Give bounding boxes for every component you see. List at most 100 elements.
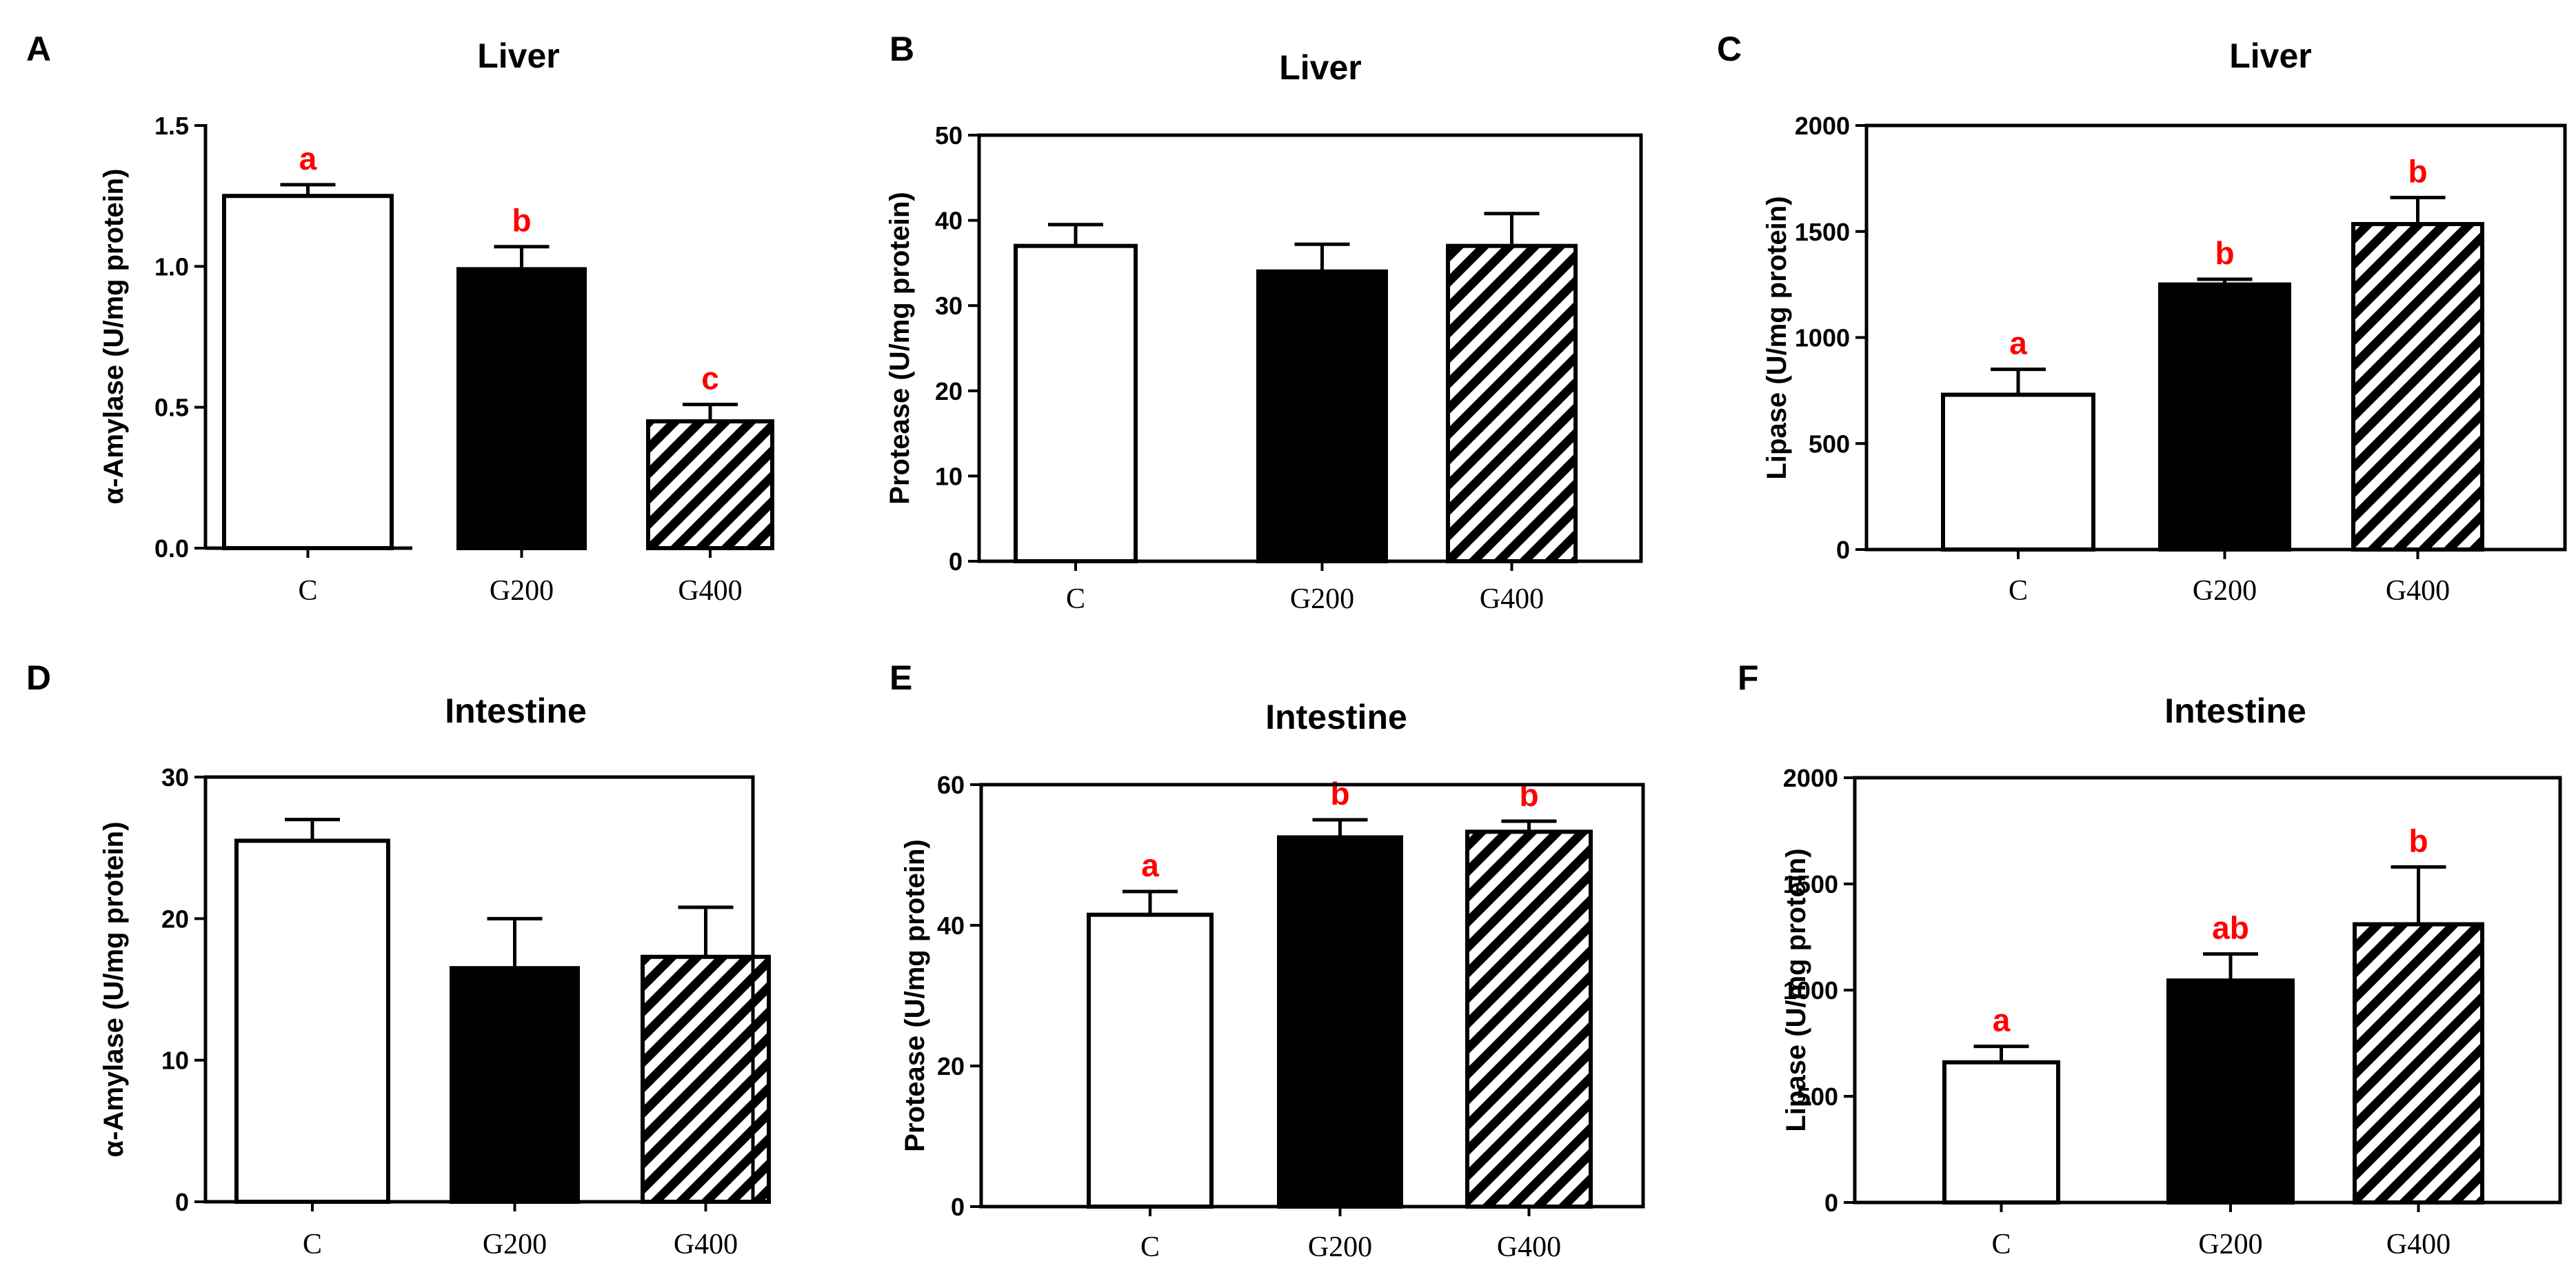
bar-g400 — [1446, 243, 1578, 563]
y-tick-label: 1500 — [1795, 218, 1850, 246]
x-tick-label: G400 — [1497, 1231, 1561, 1263]
bar-g400 — [641, 954, 771, 1204]
x-tick-label: G200 — [1290, 583, 1354, 615]
y-tick-label: 0 — [949, 547, 963, 576]
significance-letter: a — [1141, 847, 1159, 883]
y-tick-label: 2000 — [1795, 112, 1850, 140]
bar-c — [1942, 1060, 2060, 1205]
significance-letter: b — [2215, 235, 2234, 271]
panel-title: Liver — [477, 37, 560, 75]
panel-title: Intestine — [445, 692, 587, 730]
plot-frame — [977, 133, 1643, 563]
x-tick-label: G400 — [2386, 575, 2450, 607]
x-tick-label: G200 — [2193, 575, 2257, 607]
x-tick-label: C — [1991, 1229, 2011, 1260]
panel-title: Intestine — [2164, 692, 2306, 730]
y-tick-label: 30 — [161, 763, 189, 792]
y-tick-label: 0 — [951, 1193, 965, 1221]
x-tick-label: C — [298, 575, 317, 607]
y-tick-label: 30 — [935, 292, 963, 320]
bar-g200 — [2158, 282, 2291, 552]
x-tick-label: C — [1140, 1231, 1160, 1263]
panel-letter: D — [26, 658, 51, 697]
significance-letter: b — [512, 203, 531, 239]
y-tick-label: 0 — [1824, 1189, 1838, 1217]
y-axis-label: Protease (U/mg protein) — [885, 192, 915, 504]
bar-g400 — [2353, 922, 2484, 1205]
panel-b: B Liver Protease (U/mg protein) C G200 G400 0 1… — [885, 30, 1643, 615]
y-tick-label: 1.5 — [154, 112, 189, 140]
x-tick-label: G200 — [1308, 1231, 1372, 1263]
significance-letter: b — [2408, 823, 2428, 858]
x-tick-label: C — [2009, 575, 2028, 607]
bar-g400 — [2351, 221, 2484, 552]
panel-title: Intestine — [1265, 698, 1407, 736]
panel-a: A Liver α-Amylase (U/mg protein) a Cb G200 c G4… — [26, 30, 774, 607]
significance-letter: a — [299, 141, 317, 177]
panel-letter: E — [889, 658, 912, 697]
bar-g200 — [456, 267, 587, 550]
panel-title: Liver — [1279, 48, 1362, 87]
y-axis-label: Lipase (U/mg protein) — [1762, 196, 1792, 479]
x-tick-label: G200 — [483, 1229, 547, 1260]
bar-c — [222, 194, 394, 550]
x-tick-label: C — [1066, 583, 1085, 615]
y-tick-label: 50 — [935, 121, 963, 150]
y-tick-label: 500 — [1797, 1082, 1838, 1111]
y-tick-label: 40 — [937, 912, 965, 940]
y-tick-label: 2000 — [1783, 764, 1838, 792]
x-tick-label: G400 — [2386, 1229, 2451, 1260]
y-axis-label: α-Amylase (U/mg protein) — [99, 822, 129, 1158]
y-tick-label: 1.0 — [154, 252, 189, 281]
panel-letter: C — [1717, 30, 1742, 68]
x-tick-label: G400 — [674, 1229, 738, 1260]
significance-letter: ab — [2212, 910, 2249, 946]
y-tick-label: 500 — [1809, 430, 1850, 458]
bar-g400 — [1465, 829, 1593, 1209]
y-tick-label: 0 — [1836, 536, 1850, 564]
x-tick-label: G400 — [1480, 583, 1544, 615]
plot-frame — [979, 783, 1645, 1209]
y-tick-label: 0 — [175, 1188, 189, 1216]
panel-letter: A — [26, 30, 51, 68]
bar-g200 — [2166, 978, 2295, 1205]
x-tick-label: C — [303, 1229, 322, 1260]
x-tick-label: G400 — [678, 575, 742, 607]
plot-frame — [203, 775, 755, 1204]
significance-letter: b — [1519, 777, 1538, 813]
bar-g400 — [646, 419, 774, 550]
y-tick-label: 40 — [935, 207, 963, 235]
panel-title: Liver — [2229, 37, 2312, 75]
x-tick-label: G200 — [2198, 1229, 2262, 1260]
significance-letter: c — [701, 361, 719, 396]
bar-g200 — [1256, 269, 1388, 563]
bar-g200 — [450, 966, 580, 1204]
bar-g200 — [1277, 835, 1403, 1209]
significance-letter: a — [1993, 1003, 2011, 1038]
bar-c — [1014, 243, 1138, 563]
y-tick-label: 60 — [937, 771, 965, 799]
significance-letter: a — [2009, 325, 2027, 361]
panel-letter: B — [889, 30, 914, 68]
panel-letter: F — [1738, 658, 1759, 697]
y-tick-label: 10 — [935, 462, 963, 490]
y-tick-label: 0.0 — [154, 534, 189, 563]
panel-f: F Intestine Lipase (U/mg protein) a Cab G200 b… — [1738, 658, 2562, 1260]
y-axis-label: Protease (U/mg protein) — [900, 839, 930, 1151]
bar-c — [234, 838, 390, 1204]
y-tick-label: 1000 — [1783, 976, 1838, 1005]
x-tick-label: G200 — [490, 575, 554, 607]
significance-letter: b — [1330, 776, 1349, 812]
y-tick-label: 20 — [161, 905, 189, 933]
panel-e: E Intestine Protease (U/mg protein) a Cb G200… — [889, 658, 1645, 1263]
y-tick-label: 0.5 — [154, 394, 189, 422]
bar-c — [1087, 912, 1214, 1209]
y-tick-label: 10 — [161, 1047, 189, 1075]
y-axis-label: Lipase (U/mg protein) — [1781, 848, 1811, 1131]
y-tick-label: 1000 — [1795, 324, 1850, 352]
y-axis-label: α-Amylase (U/mg protein) — [99, 169, 129, 505]
panel-c: C Liver Lipase (U/mg protein) a Cb G200 b G400 0… — [1717, 30, 2567, 607]
y-tick-label: 20 — [937, 1052, 965, 1080]
panel-d: D Intestine α-Amylase (U/mg protein) C G200 G… — [26, 658, 771, 1260]
